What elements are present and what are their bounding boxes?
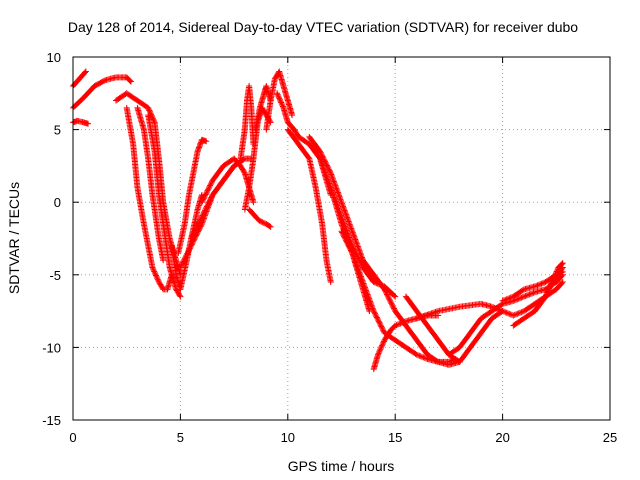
data-point-markers [284,126,334,286]
series-arc-13 [237,83,257,162]
x-tick-label: 15 [388,430,402,445]
data-point-markers [359,257,459,365]
y-tick-label: -15 [42,413,61,428]
data-points [70,68,566,373]
y-tick-label: 10 [47,50,61,65]
y-tick-label: -10 [42,340,61,355]
data-point-markers [263,68,296,133]
data-point-markers [175,136,210,257]
series-arc-9 [175,136,210,257]
series-arc-15 [252,83,274,133]
data-point-markers [123,104,175,293]
series-arc-7 [134,104,167,264]
data-point-markers [252,83,274,133]
series-arc-17 [263,68,296,133]
y-axis-label: SDTVAR / TECUs [6,182,22,294]
chart-title: Day 128 of 2014, Sidereal Day-to-day VTE… [68,19,578,35]
data-point-markers [499,268,566,304]
data-point-markers [145,112,184,300]
y-tick-label: 5 [54,123,61,138]
series-arc-6 [145,112,184,300]
series-arc-19 [284,126,334,286]
data-point-markers [237,83,257,162]
plot-frame [72,56,611,421]
series-arc-27 [413,279,566,322]
data-point-markers [188,158,244,242]
data-point-markers [246,206,274,230]
series-arc-26 [402,293,506,365]
series-arc-24 [359,257,459,365]
axis-ticks: 0 5 10 15 20 25 -15 -10 -5 0 5 10 [42,50,617,445]
series-arc-16 [246,206,274,230]
x-tick-label: 0 [69,430,76,445]
x-tick-label: 25 [603,430,617,445]
x-axis-label: GPS time / hours [288,458,395,474]
data-point-markers [402,293,506,365]
series-arc-5 [123,104,175,293]
data-point-markers [134,104,167,264]
series-arc-11 [188,158,244,242]
x-tick-label: 20 [495,430,509,445]
x-tick-label: 5 [177,430,184,445]
data-point-markers [413,279,566,322]
series-arc-31 [499,268,566,304]
y-tick-label: 0 [54,195,61,210]
y-tick-label: -5 [49,268,61,283]
x-tick-label: 10 [281,430,295,445]
